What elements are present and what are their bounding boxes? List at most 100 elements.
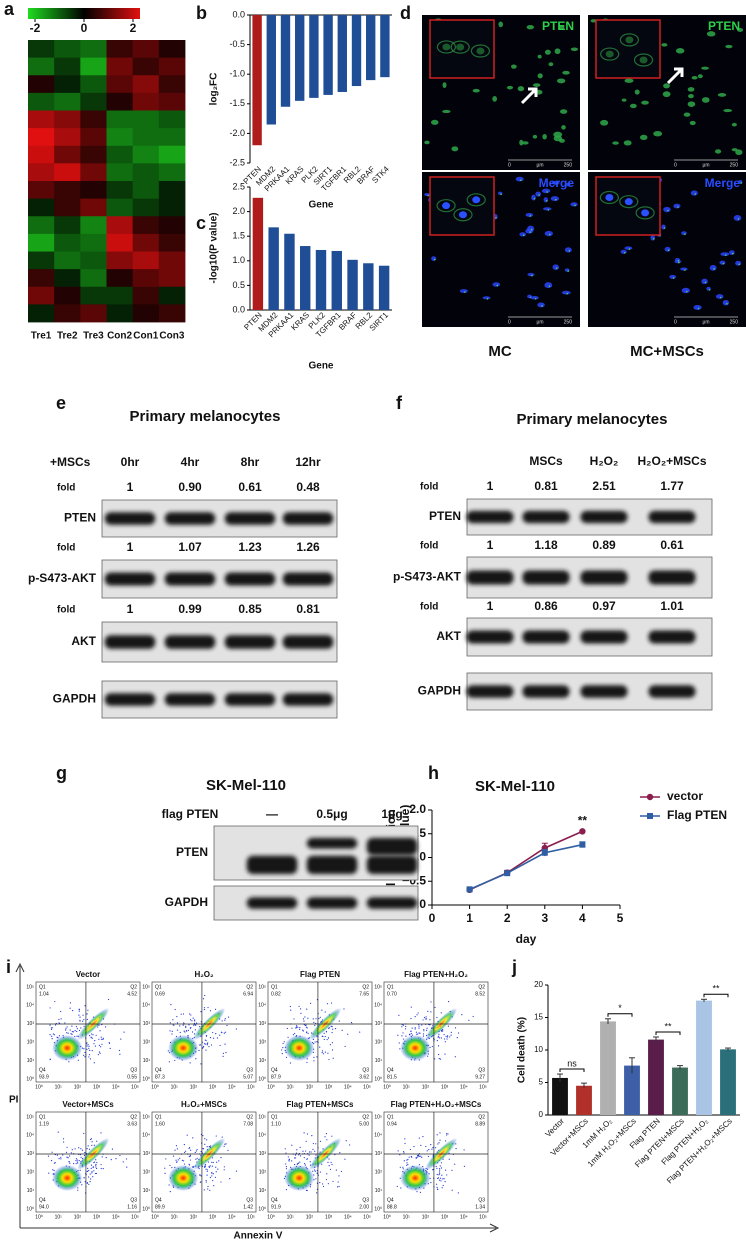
cell (492, 282, 501, 287)
event-dot (224, 1018, 226, 1020)
event-dot (300, 1012, 302, 1014)
event-dot (224, 1031, 227, 1033)
event-dot (78, 1014, 80, 1016)
quadrant-name: Q1 (39, 1114, 46, 1120)
event-dot (316, 1192, 318, 1194)
event-dot (446, 1132, 448, 1135)
fold-value: 1.77 (660, 479, 684, 493)
scale-label: 0 (508, 319, 511, 325)
bar (720, 1049, 736, 1115)
blot-band (648, 630, 696, 644)
event-dot (82, 1014, 84, 1016)
cell-dot (464, 291, 466, 293)
event-dot (203, 1008, 206, 1011)
event-dot (89, 1173, 91, 1175)
inset-nucleus (605, 194, 614, 202)
event-dot (199, 1043, 201, 1046)
cell (535, 191, 541, 197)
y-tick-label: 10¹ (27, 1058, 35, 1064)
axis-arrow (15, 962, 25, 1228)
event-dot (298, 1028, 301, 1030)
event-dot (450, 1034, 452, 1036)
cell (701, 97, 710, 103)
cell (430, 119, 439, 125)
y-tick-label: 20 (534, 980, 543, 989)
scale-label: μm (702, 162, 709, 168)
event-dot (436, 1173, 438, 1176)
x-tick-label: 10⁰ (35, 1214, 43, 1220)
cell (675, 48, 685, 54)
event-dot (315, 1178, 317, 1180)
x-tick-label: 10⁵ (131, 1214, 139, 1220)
x-tick-label: 10⁵ (363, 1084, 371, 1090)
event-dot (327, 1052, 329, 1054)
quadrant-value: 1.34 (475, 1204, 485, 1210)
event-dot (169, 1190, 171, 1193)
x-tick-label: 10³ (209, 1084, 217, 1090)
blot-band (164, 572, 216, 586)
event-dot (442, 1184, 444, 1187)
cell (737, 28, 744, 32)
event-dot (69, 1162, 71, 1164)
cell (442, 82, 447, 88)
quadrant-value: 1.10 (271, 1121, 281, 1127)
cell-dot (566, 292, 569, 295)
event-dot (179, 1025, 181, 1027)
y-tick-label: 10³ (375, 1151, 383, 1157)
cell (519, 232, 527, 237)
arrow (520, 87, 538, 105)
y-tick-label: 2.5 (232, 181, 245, 191)
event-dot (347, 1033, 349, 1035)
fold-value: 0.86 (534, 599, 558, 613)
event-dot (442, 1178, 444, 1180)
event-dot (417, 1033, 419, 1035)
event-dot (215, 1166, 217, 1168)
inset-nucleus (476, 47, 485, 55)
quadrant-value: 93.9 (39, 1074, 49, 1080)
event-dot (204, 1143, 206, 1145)
heatmap-cell (132, 216, 160, 235)
event-dot (293, 1018, 295, 1020)
event-dot (76, 1030, 78, 1033)
quadrant-value: 87.9 (271, 1074, 281, 1080)
x-tick-label: 10² (74, 1214, 82, 1220)
event-dot (426, 1027, 428, 1029)
event-dot (98, 1038, 100, 1040)
event-dot (326, 1173, 328, 1175)
event-dot (164, 1172, 166, 1175)
heatmap-cell (106, 216, 134, 235)
event-dot (209, 1176, 211, 1179)
y-tick-label: 10⁴ (142, 1133, 150, 1139)
event-dot (58, 1022, 60, 1024)
lane-label: H₂O₂+MSCs (637, 454, 706, 468)
event-dot (83, 1054, 85, 1056)
event-dot (445, 1140, 447, 1142)
image-label: PTEN (542, 19, 574, 33)
quadrant-name: Q3 (246, 1067, 253, 1073)
blot-band (522, 570, 570, 585)
event-dot (204, 1138, 206, 1140)
inset-cell (450, 40, 470, 54)
cell (653, 131, 663, 137)
bar (672, 1067, 688, 1115)
scale-label: 0 (674, 319, 677, 325)
event-dot (310, 1002, 312, 1004)
cell-dot (713, 268, 715, 270)
event-dot (89, 1049, 91, 1051)
event-dot (404, 1142, 406, 1145)
event-dot (312, 1148, 314, 1150)
event-dot (302, 1030, 304, 1032)
event-dot (205, 1034, 208, 1037)
y-tick-label: 0.5 (232, 280, 245, 290)
event-dot (406, 1164, 408, 1166)
heatmap-cell (106, 57, 134, 76)
event-dot (58, 1035, 61, 1037)
y-tick-label: 10² (27, 1040, 35, 1046)
blot-band (282, 635, 334, 649)
cell (451, 146, 459, 152)
event-dot (75, 1158, 78, 1160)
event-dot (427, 1055, 429, 1057)
event-dot (451, 1189, 453, 1191)
event-dot (207, 1006, 209, 1009)
quadrant-name: Q3 (130, 1197, 137, 1203)
